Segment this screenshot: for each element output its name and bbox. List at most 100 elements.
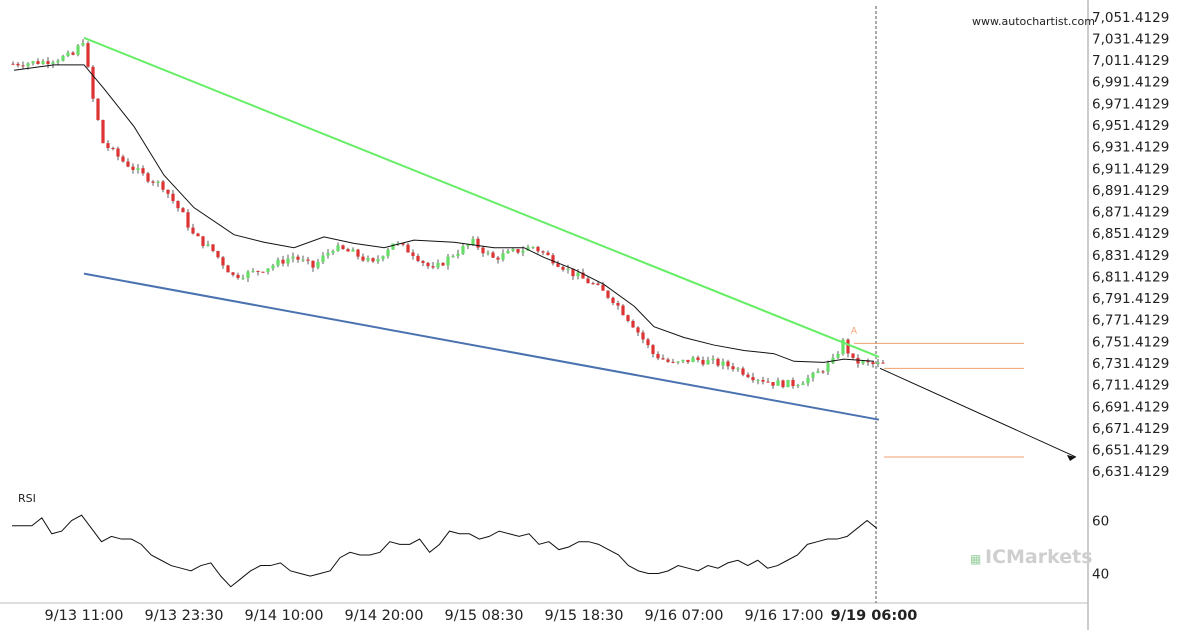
candle-down	[11, 63, 15, 65]
lower-trendline	[83, 272, 880, 421]
candle-down	[161, 181, 165, 190]
candle-up	[81, 43, 85, 46]
pattern-point-label: A	[851, 326, 858, 336]
candle-down	[426, 262, 430, 267]
candle-down	[726, 361, 730, 367]
candle-down	[541, 251, 545, 253]
candle-up	[706, 360, 710, 365]
candle-up	[316, 261, 320, 268]
price-tick-label: 6,951.4129	[1092, 118, 1169, 134]
candle-down	[606, 290, 610, 298]
candle-up	[526, 247, 530, 251]
candle-down	[261, 271, 265, 273]
price-tick-label: 6,791.4129	[1092, 291, 1169, 307]
candle-down	[871, 362, 875, 365]
candle-up	[566, 268, 570, 270]
price-panel: 7,051.4129 7,031.4129 7,011.4129 6,991.4129…	[0, 0, 1169, 630]
candle-down	[181, 208, 185, 213]
candle-down	[406, 244, 410, 253]
price-tick-label: 6,991.4129	[1092, 75, 1169, 91]
candle-up	[451, 255, 455, 257]
price-tick-label: 6,811.4129	[1092, 269, 1169, 285]
candle-down	[166, 189, 170, 194]
candle-up	[51, 62, 55, 64]
candle-down	[191, 227, 195, 234]
candle-down	[131, 166, 135, 170]
price-tick-label: 6,891.4129	[1092, 183, 1169, 199]
candle-down	[701, 359, 705, 365]
candle-up	[366, 258, 370, 261]
autochartist-watermark: www.autochartist.com	[972, 15, 1095, 28]
candle-down	[856, 357, 860, 364]
candle-up	[861, 360, 865, 364]
candle-up	[816, 371, 820, 374]
time-tick-label: 9/16 17:00	[745, 608, 824, 624]
candle-up	[681, 359, 685, 362]
forecast-arrow-line	[879, 367, 1077, 458]
time-tick-label: 9/15 18:30	[545, 608, 624, 624]
candle-up	[461, 246, 465, 254]
candle-down	[626, 315, 630, 321]
candle-down	[356, 249, 360, 257]
candle-down	[631, 320, 635, 328]
candle-down	[716, 358, 720, 366]
candle-up	[876, 362, 880, 365]
candle-down	[696, 357, 700, 360]
candle-up	[41, 61, 45, 64]
candle-down	[601, 284, 605, 291]
candle-up	[76, 45, 80, 55]
candle-up	[241, 277, 245, 279]
candle-up	[56, 60, 60, 63]
time-tick-label: 9/14 20:00	[345, 608, 424, 624]
candle-down	[186, 212, 190, 228]
candle-down	[111, 148, 115, 150]
time-tick-label: 9/15 08:30	[445, 608, 524, 624]
price-tick-label: 6,651.4129	[1092, 443, 1169, 459]
price-tick-label: 7,011.4129	[1092, 53, 1169, 69]
price-tick-label: 7,031.4129	[1092, 31, 1169, 47]
candle-up	[276, 259, 280, 266]
candle-down	[561, 266, 565, 270]
candle-up	[136, 168, 140, 170]
candle-down	[556, 263, 560, 267]
candle-down	[411, 252, 415, 256]
candle-up	[301, 259, 305, 261]
candle-up	[786, 379, 790, 388]
candle-down	[196, 233, 200, 237]
candle-up	[826, 363, 830, 372]
candle-down	[361, 256, 365, 261]
candle-down	[851, 353, 855, 358]
price-tick-label: 6,911.4129	[1092, 161, 1169, 177]
rsi-tick-label: 40	[1092, 567, 1109, 583]
price-tick-label: 6,851.4129	[1092, 226, 1169, 242]
candle-up	[446, 256, 450, 266]
candle-down	[881, 362, 885, 364]
rsi-line	[12, 514, 878, 588]
price-tick-label: 6,711.4129	[1092, 378, 1169, 394]
candle-up	[376, 259, 380, 262]
candle-down	[201, 236, 205, 246]
candle-up	[841, 339, 845, 355]
candle-down	[116, 148, 120, 157]
candle-down	[306, 259, 310, 261]
candle-up	[776, 380, 780, 386]
candle-down	[741, 368, 745, 375]
candle-up	[156, 181, 160, 183]
candle-down	[771, 382, 775, 386]
candle-up	[386, 249, 390, 257]
candle-up	[251, 270, 255, 272]
candle-down	[46, 61, 50, 64]
candle-down	[496, 257, 500, 260]
candle-down	[91, 66, 95, 99]
candle-up	[531, 246, 535, 248]
price-tick-label: 6,831.4129	[1092, 248, 1169, 264]
candle-up	[26, 63, 30, 67]
price-tick-label: 6,691.4129	[1092, 399, 1169, 415]
candle-down	[16, 63, 20, 66]
price-tick-label: 6,931.4129	[1092, 140, 1169, 156]
candle-down	[481, 247, 485, 254]
rsi-tick-label: 60	[1092, 514, 1109, 530]
time-tick-label: 9/19 06:00	[831, 608, 918, 624]
price-tick-label: 6,971.4129	[1092, 96, 1169, 112]
candle-down	[296, 256, 300, 260]
